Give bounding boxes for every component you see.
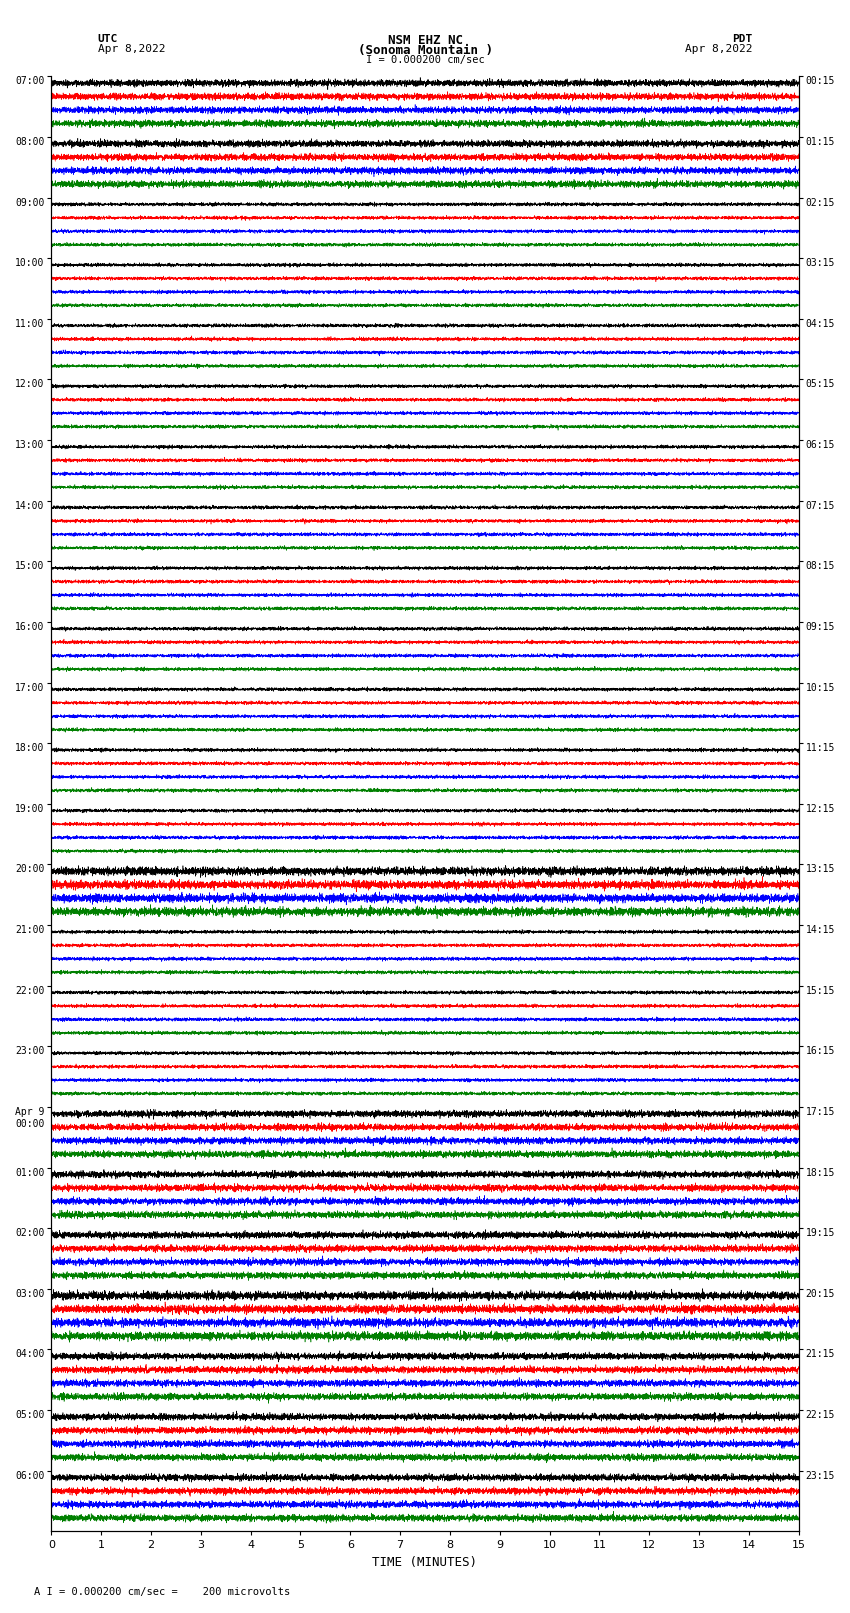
Text: Apr 8,2022: Apr 8,2022 (98, 44, 165, 53)
Text: NSM EHZ NC: NSM EHZ NC (388, 34, 462, 47)
Text: (Sonoma Mountain ): (Sonoma Mountain ) (358, 44, 492, 56)
Text: Apr 8,2022: Apr 8,2022 (685, 44, 752, 53)
X-axis label: TIME (MINUTES): TIME (MINUTES) (372, 1557, 478, 1569)
Text: A I = 0.000200 cm/sec =    200 microvolts: A I = 0.000200 cm/sec = 200 microvolts (34, 1587, 290, 1597)
Text: UTC: UTC (98, 34, 118, 44)
Text: I = 0.000200 cm/sec: I = 0.000200 cm/sec (366, 55, 484, 65)
Text: PDT: PDT (732, 34, 752, 44)
